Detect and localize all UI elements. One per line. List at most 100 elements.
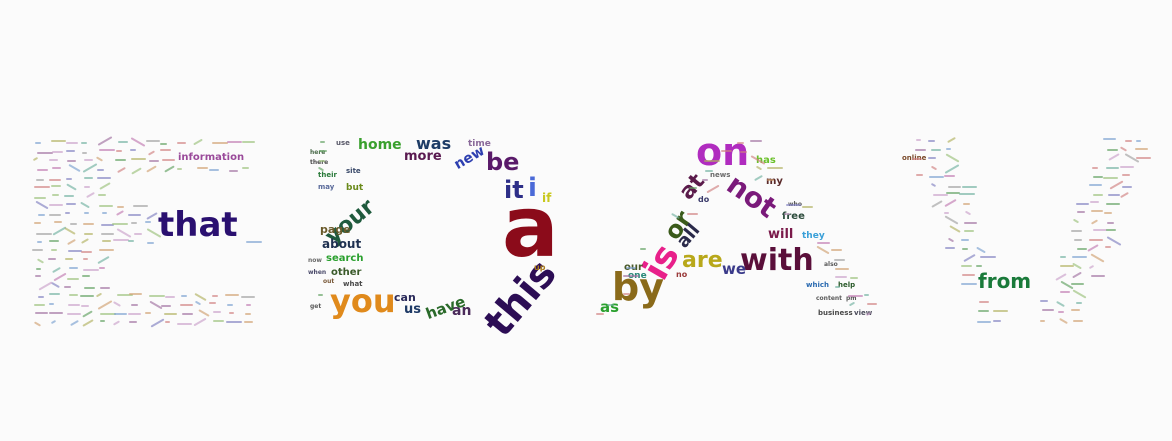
tiny-word-mark (848, 301, 856, 307)
tiny-word-mark (945, 246, 956, 249)
tiny-word-mark (129, 149, 136, 152)
tiny-word-mark (978, 301, 989, 304)
tiny-word-mark (245, 241, 262, 244)
tiny-word-mark (34, 141, 41, 144)
tiny-word-mark (69, 266, 79, 269)
tiny-word-mark (130, 158, 146, 161)
tiny-word-mark (595, 312, 604, 315)
tiny-word-mark (1072, 272, 1082, 279)
tiny-word-mark (622, 293, 630, 296)
tiny-word-mark (49, 293, 61, 296)
tiny-word-mark (212, 311, 221, 314)
word-page: page (320, 223, 351, 236)
tiny-word-mark (962, 185, 978, 188)
word-if: if (542, 191, 552, 205)
tiny-word-mark (1071, 230, 1083, 233)
tiny-word-mark (113, 239, 130, 242)
tiny-word-mark (928, 156, 937, 159)
tiny-word-mark (963, 221, 977, 224)
tiny-word-mark (1071, 282, 1085, 285)
word-no: no (676, 270, 688, 279)
word-there: there (310, 159, 329, 166)
tiny-word-mark (83, 158, 93, 161)
tiny-word-mark (194, 300, 202, 306)
tiny-word-mark (52, 167, 62, 170)
tiny-word-mark (927, 140, 935, 143)
tiny-word-mark (976, 246, 986, 254)
tiny-word-mark (1090, 210, 1103, 213)
tiny-word-mark (1106, 235, 1122, 246)
word-that: that (158, 205, 238, 245)
tiny-word-mark (67, 250, 82, 253)
tiny-word-mark (83, 268, 100, 271)
tiny-word-mark (52, 150, 64, 153)
tiny-word-mark (1076, 301, 1083, 304)
tiny-word-mark (849, 277, 858, 280)
tiny-word-mark (209, 169, 220, 172)
word-an: an (452, 303, 472, 319)
tiny-word-mark (1092, 175, 1103, 178)
word-us: us (404, 302, 421, 317)
tiny-word-mark (944, 198, 957, 207)
tiny-word-mark (1136, 139, 1142, 142)
tiny-word-mark (916, 174, 924, 177)
tiny-word-mark (66, 160, 76, 163)
word-here: here (310, 149, 326, 156)
tiny-word-mark (930, 165, 937, 171)
tiny-word-mark (835, 268, 850, 271)
tiny-word-mark (34, 275, 41, 278)
tiny-word-mark (945, 152, 960, 163)
tiny-word-mark (144, 311, 151, 314)
tiny-word-mark (130, 222, 137, 225)
word-with: with (740, 243, 814, 278)
tiny-word-mark (51, 140, 67, 143)
tiny-word-mark (319, 160, 326, 163)
tiny-word-mark (1122, 185, 1133, 188)
tiny-word-mark (177, 168, 183, 171)
tiny-word-mark (83, 223, 95, 226)
tiny-word-mark (1059, 265, 1074, 268)
tiny-word-mark (1104, 246, 1111, 249)
tiny-word-mark (36, 151, 53, 154)
tiny-word-mark (687, 213, 699, 216)
tiny-word-mark (82, 163, 98, 173)
word-by: by (612, 265, 664, 309)
tiny-word-mark (100, 320, 106, 323)
tiny-word-mark (69, 294, 79, 297)
tiny-word-mark (116, 228, 132, 238)
tiny-word-mark (625, 266, 636, 269)
tiny-word-mark (97, 136, 113, 147)
tiny-word-mark (115, 150, 122, 153)
word-do: do (698, 195, 710, 204)
tiny-word-mark (112, 223, 129, 226)
tiny-word-mark (112, 320, 120, 326)
tiny-word-mark (1060, 255, 1067, 258)
tiny-word-mark (133, 205, 149, 208)
word-use: use (336, 139, 350, 147)
tiny-word-mark (64, 227, 77, 236)
tiny-word-mark (208, 302, 216, 305)
tiny-word-mark (1107, 149, 1119, 152)
word-we: we (722, 260, 747, 278)
tiny-word-mark (36, 241, 42, 243)
tiny-word-mark (49, 303, 55, 306)
tiny-word-mark (100, 223, 114, 226)
word-site: site (346, 167, 361, 175)
tiny-word-mark (69, 319, 79, 326)
word-more: more (404, 149, 442, 164)
tiny-word-mark (99, 313, 116, 316)
tiny-word-mark (163, 312, 177, 315)
tiny-word-mark (149, 300, 163, 310)
word-home: home (358, 137, 402, 153)
tiny-word-mark (129, 320, 138, 323)
tiny-word-mark (81, 142, 88, 145)
word-pm: pm (846, 295, 857, 302)
tiny-word-mark (1106, 221, 1114, 224)
tiny-word-mark (114, 312, 128, 315)
tiny-word-mark (36, 169, 48, 172)
tiny-word-mark (150, 318, 165, 328)
word-when: when (308, 269, 327, 276)
tiny-word-mark (37, 213, 45, 216)
tiny-word-mark (606, 304, 614, 307)
tiny-word-mark (947, 238, 955, 243)
